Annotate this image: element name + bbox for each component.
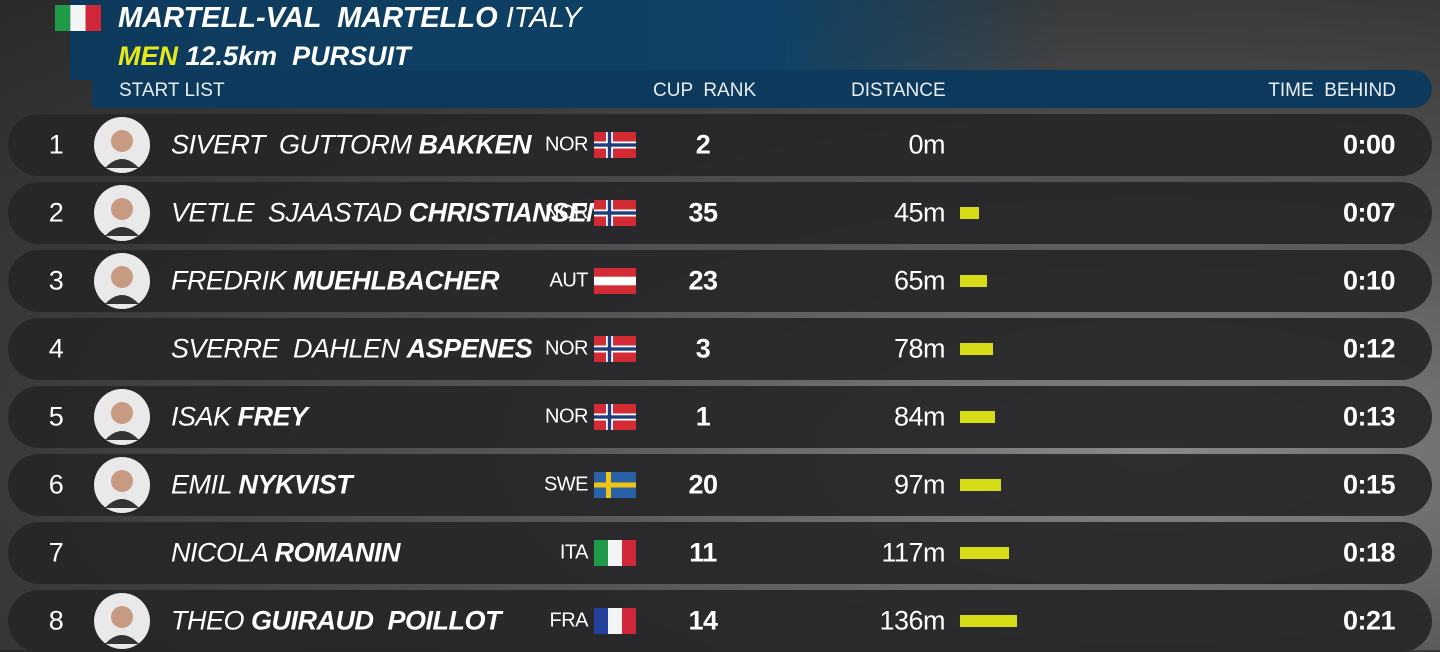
nation-flag: [594, 132, 636, 158]
time-behind: 0:07: [1342, 197, 1396, 228]
distance: 84m: [893, 401, 946, 432]
distance: 0m: [908, 129, 945, 160]
athlete-row: 5 ISAK FREY NOR 1 84m 0:13: [8, 386, 1432, 448]
athlete-name: EMIL NYKVIST: [171, 469, 353, 501]
athlete-name: THEO GUIRAUD POILLOT: [171, 605, 502, 637]
cup-rank: 23: [688, 265, 718, 296]
athlete-name: FREDRIK MUEHLBACHER: [171, 265, 500, 297]
column-header: TIME BEHIND: [1268, 80, 1396, 101]
time-behind: 0:21: [1342, 605, 1396, 636]
nation: AUT: [549, 269, 589, 292]
column-bar: [92, 70, 1432, 108]
athlete-photo: [94, 389, 150, 445]
cup-rank: 2: [695, 129, 711, 160]
nation-flag: [594, 336, 636, 362]
athlete-row: 1 SIVERT GUTTORM BAKKEN NOR 2 0m 0:00: [8, 114, 1432, 176]
event-line: MEN 12.5km PURSUIT: [118, 41, 411, 72]
nation-flag: [594, 540, 636, 566]
distance-bar: [960, 547, 1010, 559]
athlete-name: ISAK FREY: [171, 402, 308, 433]
athlete-row: 7 NICOLA ROMANIN ITA 11 117m 0:18: [8, 522, 1432, 584]
time-behind: 0:13: [1342, 401, 1396, 432]
distance: 136m: [879, 605, 945, 636]
time-behind: 0:12: [1342, 333, 1396, 364]
column-header: CUP RANK: [653, 80, 757, 101]
event: 12.5km PURSUIT: [185, 41, 411, 71]
distance-bar: [960, 343, 993, 355]
nation-flag: [594, 608, 636, 634]
athlete-row: 6 EMIL NYKVIST SWE 20 97m 0:15: [8, 454, 1432, 516]
cup-rank: 1: [695, 401, 711, 432]
cup-rank: 11: [689, 537, 717, 568]
last-name: GUIRAUD POILLOT: [251, 605, 502, 636]
last-name: NYKVIST: [238, 469, 353, 500]
first-name: VETLE SJAASTAD: [171, 197, 402, 228]
athlete-row: 3 FREDRIK MUEHLBACHER AUT 23 65m 0:10: [8, 250, 1432, 312]
column-header: START LIST: [119, 80, 225, 101]
nation: SWE: [543, 473, 589, 496]
first-name: ISAK: [171, 401, 231, 432]
distance: 45m: [893, 197, 946, 228]
cup-rank: 14: [688, 605, 718, 636]
distance-bar: [960, 207, 979, 219]
nation-flag: [594, 268, 636, 294]
nation: NOR: [545, 133, 588, 156]
header-panel: [70, 0, 1070, 80]
last-name: FREY: [237, 401, 309, 432]
first-name: SVERRE DAHLEN: [171, 333, 400, 364]
athlete-name: SVERRE DAHLEN ASPENES: [171, 333, 533, 365]
nation: NOR: [545, 201, 588, 224]
distance: 65m: [893, 265, 946, 296]
nation: NOR: [545, 337, 588, 360]
athlete-photo: [94, 457, 150, 513]
nation-flag: [594, 404, 636, 430]
first-name: NICOLA: [171, 537, 268, 568]
cup-rank: 35: [688, 197, 718, 228]
category: MEN: [118, 41, 178, 71]
nation: NOR: [545, 405, 588, 428]
distance: 117m: [881, 537, 945, 568]
time-behind: 0:10: [1342, 265, 1396, 296]
athlete-name: VETLE SJAASTAD CHRISTIANSEN: [171, 197, 606, 229]
athlete-name: SIVERT GUTTORM BAKKEN: [171, 129, 532, 161]
host-flag: [55, 5, 101, 31]
athlete-row: 2 VETLE SJAASTAD CHRISTIANSEN NOR 35 45m 0:07: [8, 182, 1432, 244]
column-header: DISTANCE: [851, 80, 946, 101]
last-name: CHRISTIANSEN: [408, 197, 606, 228]
first-name: THEO: [171, 605, 245, 636]
time-behind: 0:00: [1342, 129, 1396, 160]
distance-bar: [960, 411, 996, 423]
last-name: ROMANIN: [274, 537, 401, 568]
athlete-name: NICOLA ROMANIN: [171, 537, 401, 569]
first-name: FREDRIK: [171, 265, 287, 296]
athlete-photo: [94, 117, 150, 173]
distance-bar: [960, 479, 1001, 491]
athlete-photo: [94, 593, 150, 649]
last-name: BAKKEN: [418, 129, 532, 160]
first-name: SIVERT GUTTORM: [171, 129, 412, 160]
venue: MARTELL-VAL MARTELLO: [118, 2, 498, 34]
athlete-row: 4 SVERRE DAHLEN ASPENES NOR 3 78m 0:12: [8, 318, 1432, 380]
time-behind: 0:18: [1342, 537, 1396, 568]
last-name: MUEHLBACHER: [293, 265, 500, 296]
athlete-photo: [94, 185, 150, 241]
distance-bar: [960, 275, 988, 287]
athlete-photo: [94, 253, 150, 309]
distance-bar: [960, 615, 1018, 627]
last-name: ASPENES: [406, 333, 533, 364]
nation: ITA: [559, 541, 589, 564]
nation-flag: [594, 472, 636, 498]
nation: FRA: [549, 609, 589, 632]
cup-rank: 3: [695, 333, 711, 364]
nation-flag: [594, 200, 636, 226]
distance: 97m: [893, 469, 946, 500]
first-name: EMIL: [171, 469, 232, 500]
distance: 78m: [893, 333, 946, 364]
athlete-row: 8 THEO GUIRAUD POILLOT FRA 14 136m 0:21: [8, 590, 1432, 652]
time-behind: 0:15: [1342, 469, 1396, 500]
country: ITALY: [505, 2, 582, 34]
cup-rank: 20: [688, 469, 718, 500]
venue-line: MARTELL-VAL MARTELLO ITALY: [118, 2, 582, 35]
